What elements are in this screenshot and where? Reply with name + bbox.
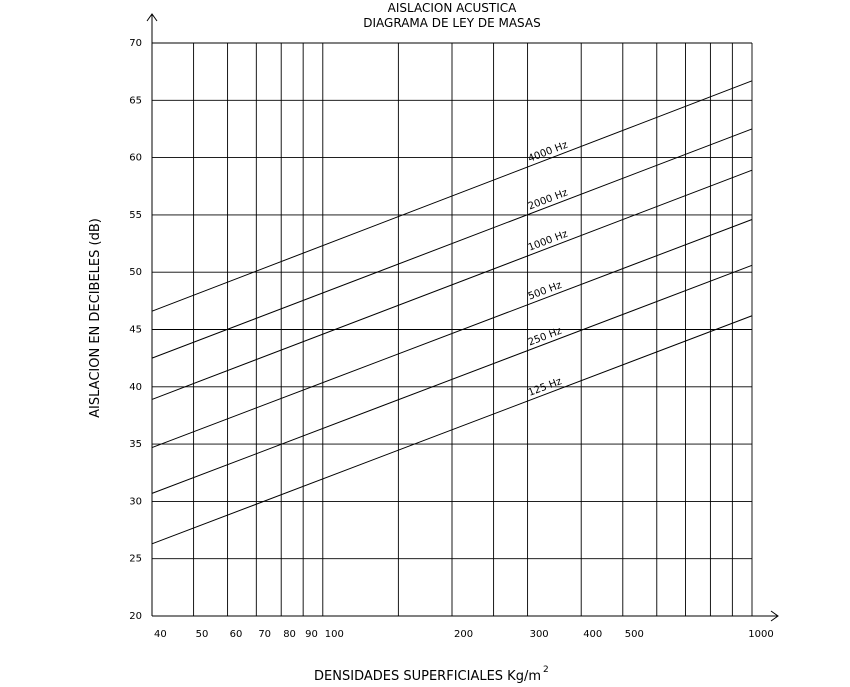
y-axis-title: AISLACION EN DECIBELES (dB) (88, 218, 103, 418)
series-line (151, 219, 753, 449)
x-tick-label: 500 (625, 629, 644, 640)
x-axis-arrow (770, 610, 779, 622)
x-tick-label: 40 (154, 629, 167, 640)
y-tick-label: 65 (129, 95, 142, 106)
x-tick-label: 200 (454, 629, 473, 640)
series-line (151, 264, 753, 494)
x-tick-label: 100 (325, 629, 344, 640)
series-label: 2000 Hz (527, 187, 570, 212)
x-axis-title: DENSIDADES SUPERFICIALES Kg/m (314, 669, 541, 684)
x-tick-label: 60 (230, 629, 243, 640)
grid (151, 42, 753, 617)
y-tick-label: 25 (129, 554, 142, 565)
y-tick-label: 45 (129, 325, 142, 336)
series-label: 4000 Hz (527, 140, 570, 165)
series-line (151, 128, 753, 359)
y-axis-arrow (146, 13, 158, 22)
chart-subtitle: DIAGRAMA DE LEY DE MASAS (363, 16, 540, 30)
series-label: 125 Hz (527, 376, 564, 399)
x-tick-label: 50 (196, 629, 209, 640)
x-tick-label: 80 (283, 629, 296, 640)
x-axis-title-superscript: 2 (543, 665, 549, 675)
series-lines (151, 80, 753, 545)
y-tick-label: 55 (129, 210, 142, 221)
x-tick-label: 400 (583, 629, 602, 640)
y-tick-label: 20 (129, 611, 142, 622)
y-tick-label: 40 (129, 382, 142, 393)
axes (146, 13, 779, 622)
y-tick-label: 70 (129, 38, 142, 49)
series-line (151, 80, 753, 312)
series-label: 500 Hz (527, 280, 564, 303)
x-tick-label: 300 (530, 629, 549, 640)
series-line (151, 315, 753, 545)
x-tick-label: 70 (258, 629, 271, 640)
y-tick-label: 50 (129, 267, 142, 278)
series-label: 1000 Hz (527, 229, 570, 254)
x-tick-label: 1000 (748, 629, 773, 640)
series-line (151, 169, 753, 400)
y-tick-label: 60 (129, 153, 142, 164)
chart-title: AISLACION ACUSTICA (388, 1, 518, 15)
x-tick-label: 90 (305, 629, 318, 640)
y-tick-label: 35 (129, 439, 142, 450)
y-tick-label: 30 (129, 496, 142, 507)
tick-labels: 20 25 30 35 40 45 50 55 60 65 70 40 50 60 70 80 90 100 200… (129, 38, 773, 640)
